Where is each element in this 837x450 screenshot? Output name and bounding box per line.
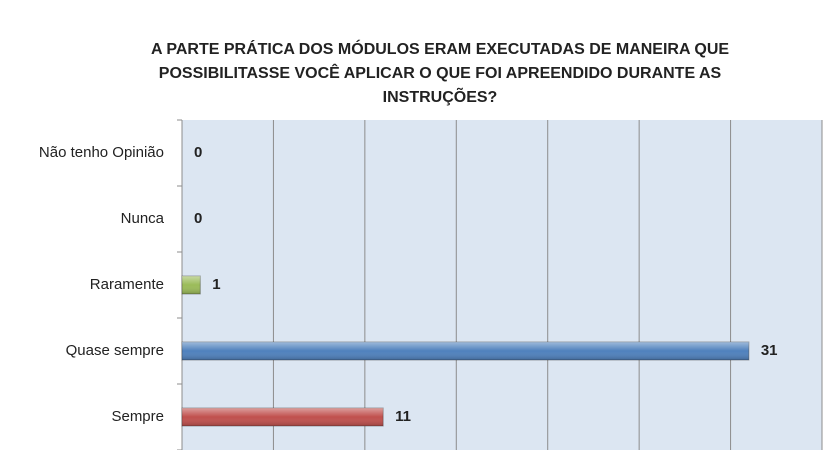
y-tick-label: Quase sempre [66, 342, 164, 359]
bar-shine [182, 342, 749, 360]
chart-title: POSSIBILITASSE VOCÊ APLICAR O QUE FOI AP… [159, 63, 722, 82]
value-label: 0 [194, 144, 202, 161]
bar-shine [182, 408, 384, 426]
chart-title: A PARTE PRÁTICA DOS MÓDULOS ERAM EXECUTA… [151, 39, 729, 58]
value-label: 31 [761, 342, 778, 359]
y-tick-label: Raramente [90, 276, 164, 293]
value-label: 1 [212, 276, 220, 293]
value-label: 11 [395, 408, 411, 425]
y-tick-label: Sempre [111, 408, 164, 425]
value-label: 0 [194, 210, 202, 227]
chart-title: INSTRUÇÕES? [383, 86, 498, 106]
plot-area [182, 120, 822, 450]
bar-shine [182, 276, 201, 294]
y-tick-label: Nunca [121, 210, 165, 227]
y-tick-label: Não tenho Opinião [39, 144, 164, 161]
